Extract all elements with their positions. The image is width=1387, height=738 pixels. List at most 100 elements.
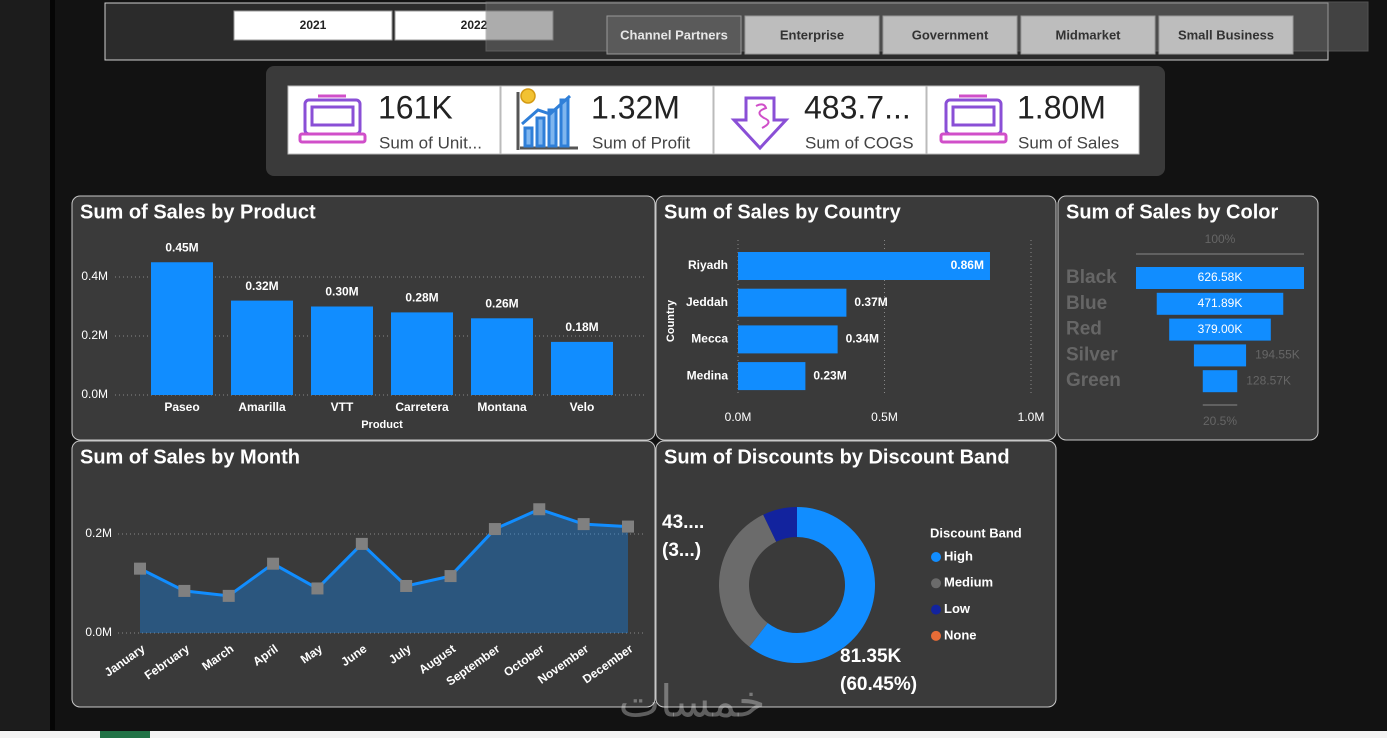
kpi-value: 161K: [378, 89, 453, 125]
segment-button[interactable]: [1020, 15, 1156, 55]
cost-icon: [730, 96, 790, 151]
segment-button[interactable]: [744, 15, 880, 55]
legend-swatch[interactable]: [931, 578, 941, 589]
chart-title: Sum of Sales by Product: [80, 201, 316, 223]
left-rail: [0, 0, 50, 730]
y-axis-title: Country: [665, 299, 677, 342]
data-label: 128.57K: [1246, 373, 1291, 387]
y-tick-label: Medina: [687, 368, 729, 382]
data-label: 81.35K: [840, 646, 902, 667]
panel: [1057, 195, 1319, 441]
rail-divider: [50, 0, 55, 730]
kpi-value: 483.7...: [804, 89, 911, 125]
funnel-top-label: 100%: [1205, 232, 1236, 246]
segment-button[interactable]: [1158, 15, 1294, 55]
bar: [738, 252, 990, 280]
watermark: خمسات: [619, 678, 766, 727]
bar: [391, 312, 453, 395]
data-label: 0.26M: [485, 296, 518, 310]
bar: [738, 325, 838, 354]
year-button[interactable]: [233, 10, 393, 41]
legend-label[interactable]: Low: [944, 601, 971, 616]
kpi-label: Sum of Profit: [592, 133, 691, 152]
marker: [267, 557, 280, 570]
data-label: 0.32M: [245, 279, 278, 293]
bar: [311, 306, 373, 395]
funnel-bottom-label: 20.5%: [1203, 414, 1237, 428]
marker: [488, 523, 501, 536]
bar: [471, 318, 533, 395]
legend-swatch[interactable]: [931, 552, 941, 562]
segment-label: Enterprise: [780, 27, 844, 42]
data-label: 0.34M: [846, 332, 879, 346]
kpi-label: Sum of Unit...: [379, 133, 482, 152]
legend-label[interactable]: High: [944, 548, 973, 563]
donut-slice: [719, 514, 777, 647]
category-label: Green: [1066, 370, 1121, 391]
chart-title: Sum of Sales by Color: [1066, 201, 1278, 223]
growth-icon: [516, 88, 578, 150]
panel: [71, 440, 656, 708]
data-label: 0.86M: [951, 258, 984, 272]
data-label: 471.89K: [1198, 296, 1243, 310]
kpi-cards: 161K Sum of Unit... 1.32M Sum of Profit 483.…: [287, 85, 1140, 155]
data-label: 0.23M: [813, 368, 846, 382]
data-label: 0.45M: [165, 240, 198, 254]
data-label: 0.30M: [325, 285, 358, 299]
charts: Sum of Sales by Product 0.0M 0.2M 0.4M 0.45M…: [80, 201, 1304, 695]
category-label: Silver: [1066, 344, 1118, 365]
y-tick-label: Riyadh: [688, 258, 728, 272]
x-tick-label: 1.0M: [1018, 410, 1045, 424]
x-tick-label: Velo: [570, 400, 595, 414]
y-tick-label: 0.0M: [85, 625, 112, 639]
area: [140, 509, 628, 633]
marker: [400, 579, 413, 592]
legend-label[interactable]: Medium: [944, 575, 993, 590]
funnel-bar: [1193, 344, 1247, 367]
legend-label[interactable]: None: [944, 627, 977, 642]
bar: [151, 262, 213, 395]
bottom-tab: [100, 731, 150, 738]
funnel-bar: [1156, 292, 1284, 315]
funnel-bar: [1169, 318, 1271, 341]
segment-label: Midmarket: [1055, 27, 1121, 42]
x-tick-label: 0.5M: [871, 410, 898, 424]
segment-button[interactable]: [882, 15, 1018, 55]
data-label: 0.28M: [405, 291, 438, 305]
segment-label: Channel Partners: [620, 27, 728, 42]
year-label: 2021: [300, 18, 327, 32]
panel: [655, 195, 1057, 441]
marker: [355, 537, 368, 550]
chart-title: Sum of Sales by Country: [664, 201, 902, 223]
y-tick-label: 0.2M: [85, 526, 112, 540]
kpi-value: 1.32M: [591, 89, 680, 125]
segment-slicer: Channel Partners Enterprise Government Midm…: [606, 15, 1294, 55]
data-label: (3...): [662, 540, 701, 561]
legend-title: Discount Band: [930, 525, 1022, 540]
data-label: (60.45%): [840, 674, 917, 695]
marker: [222, 589, 235, 602]
y-tick-label: 0.4M: [81, 269, 108, 283]
legend-swatch[interactable]: [931, 630, 941, 641]
x-tick-label: Amarilla: [238, 400, 286, 414]
marker: [134, 562, 146, 575]
legend-swatch[interactable]: [931, 604, 941, 615]
x-tick-label: Montana: [477, 400, 527, 414]
data-label: 379.00K: [1198, 322, 1243, 336]
data-label: 0.37M: [854, 295, 887, 309]
x-axis-title: Product: [361, 419, 403, 431]
bar: [738, 288, 847, 317]
segment-button[interactable]: [606, 15, 742, 55]
x-tick-label: 0.0M: [725, 410, 752, 424]
y-tick-label: Jeddah: [686, 295, 728, 309]
year-label: 2022: [461, 18, 488, 32]
category-label: Blue: [1066, 293, 1107, 314]
register-icon: [298, 94, 367, 144]
donut-slice: [763, 507, 797, 542]
category-label: Black: [1066, 267, 1117, 288]
bar: [738, 362, 806, 391]
marker: [178, 584, 191, 597]
register-icon: [939, 94, 1008, 144]
